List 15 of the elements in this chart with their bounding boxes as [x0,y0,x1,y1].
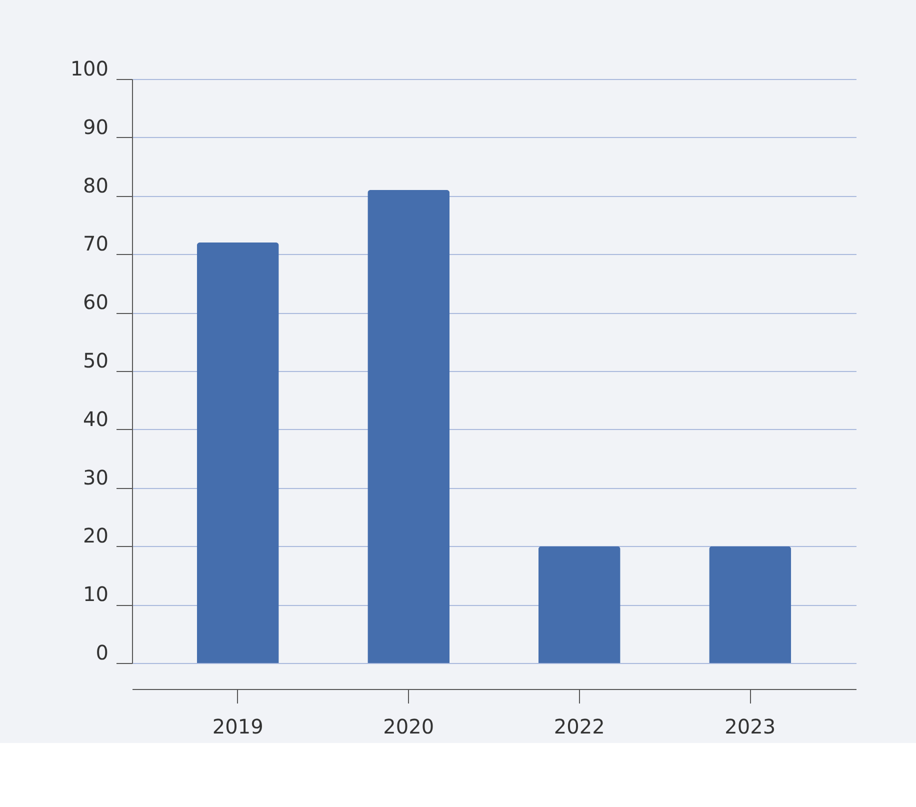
x-tick-label: 2019 [212,714,264,738]
y-tick-label: 90 [83,114,108,139]
y-tick-label: 60 [83,290,108,314]
x-tick-label: 2020 [383,714,434,738]
x-tick-label: 2023 [724,714,776,738]
y-tick-label: 0 [96,640,108,664]
x-tick-label: 2022 [554,714,605,738]
y-tick-label: 30 [83,465,108,490]
y-tick-label: 70 [83,232,108,256]
y-tick-label: 40 [83,406,108,431]
y-tick-label: 100 [70,56,108,80]
y-tick-label: 10 [83,582,108,606]
y-tick-label: 80 [83,173,108,198]
y-tick-label: 20 [83,524,108,548]
y-tick-label: 50 [83,348,108,372]
